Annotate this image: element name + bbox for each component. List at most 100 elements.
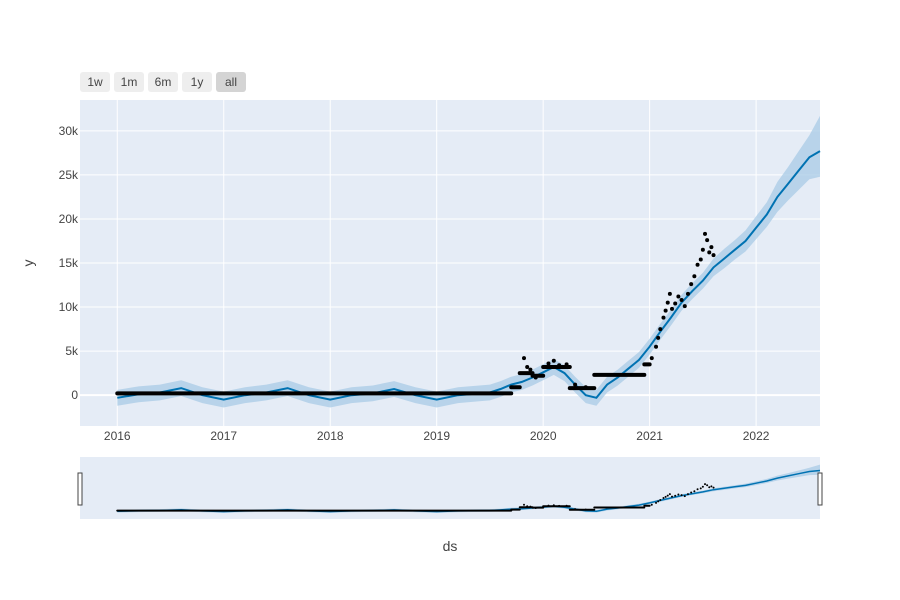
observed-point [533, 375, 538, 380]
observed-point [695, 262, 700, 267]
x-axis-title: ds [443, 538, 458, 554]
slider-observed-point [680, 494, 683, 497]
observed-point [711, 253, 716, 258]
observed-points-layer [115, 231, 716, 396]
x-tick-label: 2020 [530, 429, 557, 443]
slider-observed-point [584, 508, 587, 511]
observed-point [573, 382, 578, 387]
slider-observed-point [701, 485, 704, 488]
observed-point [583, 385, 588, 390]
observed-point [682, 304, 687, 309]
slider-observed-point [655, 501, 658, 504]
slider-observed-point [690, 491, 693, 494]
slider-observed-point [552, 504, 555, 507]
y-tick-label: 5k [65, 344, 79, 358]
slider-observed-point [657, 500, 660, 503]
slider-observed-point [534, 506, 537, 509]
observed-point [673, 301, 678, 306]
slider-observed-point [668, 493, 671, 496]
slider-observed-point [674, 494, 677, 497]
slider-handle-right[interactable] [817, 472, 823, 506]
x-tick-label: 2016 [104, 429, 131, 443]
observed-point [707, 250, 712, 255]
slider-observed-point [677, 493, 680, 496]
x-tick-labels: 2016 2017 2018 2019 2020 2021 2022 [104, 429, 770, 443]
range-button-1y[interactable]: 1y [182, 72, 212, 92]
range-button-1w[interactable]: 1w [80, 72, 110, 92]
observed-point [709, 245, 714, 250]
observed-point [698, 257, 703, 262]
x-tick-label: 2022 [743, 429, 770, 443]
y-tick-label: 10k [59, 300, 79, 314]
slider-observed-point [662, 497, 665, 500]
y-tick-label: 15k [59, 256, 79, 270]
forecast-line-layer [117, 150, 821, 401]
range-slider[interactable] [80, 457, 820, 519]
y-tick-label: 20k [59, 212, 79, 226]
observed-point [705, 238, 710, 243]
observed-point [667, 291, 672, 296]
slider-observed-point [671, 495, 673, 498]
observed-point [685, 291, 690, 296]
slider-observed-point [699, 487, 702, 490]
observed-point [670, 306, 674, 311]
x-tick-label: 2017 [210, 429, 237, 443]
slider-observed-point [664, 495, 667, 498]
observed-point [546, 361, 551, 366]
observed-point [661, 315, 666, 320]
x-tick-label: 2019 [423, 429, 450, 443]
slider-handle-left[interactable] [77, 472, 83, 506]
observed-point [676, 294, 681, 299]
slider-observed-point [523, 503, 525, 506]
observed-point [689, 282, 694, 287]
slider-observed-point [686, 493, 689, 496]
observed-point [700, 247, 705, 252]
y-tick-label: 25k [59, 168, 79, 182]
x-tick-label: 2018 [317, 429, 344, 443]
forecast-line [117, 150, 821, 401]
range-button-1m[interactable]: 1m [114, 72, 144, 92]
slider-observed-point [547, 504, 550, 507]
slider-observed-point [710, 485, 713, 488]
slider-observed-point [706, 484, 709, 487]
observed-point [654, 344, 659, 349]
slider-observed-point [712, 486, 715, 489]
slider-observed-point [666, 494, 669, 497]
y-tick-label: 30k [59, 124, 79, 138]
slider-observed-point [704, 483, 707, 486]
slider-points-layer [116, 483, 715, 512]
observed-point [658, 327, 663, 332]
slider-observed-point [683, 495, 686, 498]
slider-observed-point [558, 504, 561, 507]
observed-point [557, 363, 562, 368]
observed-point [665, 300, 670, 305]
y-tick-labels: 0 5k 10k 15k 20k 25k 30k [59, 124, 79, 402]
observed-point [528, 367, 533, 372]
slider-observed-point [708, 486, 711, 489]
slider-observed-point [696, 488, 699, 491]
slider-observed-point [574, 508, 577, 511]
slider-observed-point [650, 503, 653, 506]
slider-observed-point [529, 505, 532, 508]
observed-point [679, 298, 684, 303]
observed-point [525, 364, 530, 369]
y-axis-title: y [20, 260, 36, 267]
observed-point [692, 274, 697, 279]
slider-observed-point [565, 504, 568, 507]
range-selector: 1w 1m 6m 1y all [80, 72, 246, 92]
y-tick-label: 0 [71, 388, 78, 402]
observed-point [564, 362, 569, 367]
observed-point [663, 308, 668, 313]
slider-observed-point [693, 490, 696, 493]
observed-point [656, 335, 661, 340]
range-button-6m[interactable]: 6m [148, 72, 178, 92]
observed-point [649, 356, 654, 361]
x-tick-label: 2021 [636, 429, 663, 443]
observed-point [551, 358, 556, 363]
observed-point [522, 356, 526, 361]
slider-observed-point [659, 498, 662, 501]
range-button-all[interactable]: all [216, 72, 246, 92]
slider-observed-point [526, 505, 529, 508]
